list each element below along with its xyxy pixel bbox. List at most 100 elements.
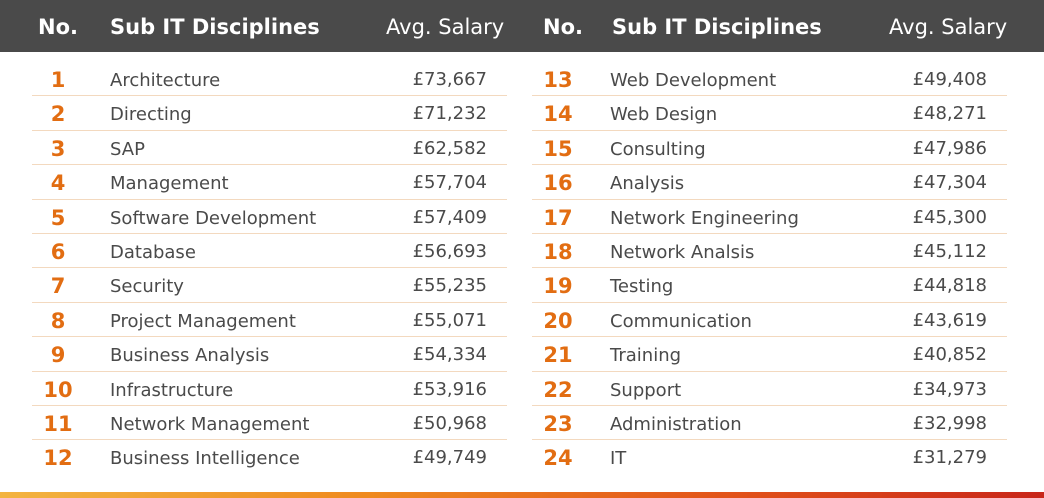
rank-number: 3 bbox=[50, 136, 66, 161]
discipline-name: Communication bbox=[610, 310, 752, 332]
discipline-name: Network Engineering bbox=[610, 207, 799, 229]
table-row: 1 Architecture £73,667 bbox=[32, 62, 507, 97]
average-salary: £73,667 bbox=[412, 69, 487, 90]
rank-number: 11 bbox=[43, 411, 73, 436]
rank-number: 18 bbox=[543, 239, 573, 264]
discipline-name: Security bbox=[110, 276, 184, 298]
discipline-name: Testing bbox=[610, 276, 674, 298]
bottom-accent-bar bbox=[0, 492, 1044, 498]
discipline-name: Software Development bbox=[110, 207, 317, 229]
table-row: 10 Infrastructure £53,916 bbox=[32, 372, 507, 406]
discipline-name: Network Analsis bbox=[610, 241, 755, 263]
table-row: 19 Testing £44,818 bbox=[532, 268, 1007, 303]
header-no-left: No. bbox=[38, 15, 78, 39]
average-salary: £49,749 bbox=[412, 447, 487, 469]
left-column: 1 Architecture £73,667 2 Directing £71,232 3 SA… bbox=[32, 62, 507, 475]
discipline-name: Infrastructure bbox=[110, 379, 234, 401]
rank-number: 19 bbox=[543, 274, 573, 299]
discipline-name: SAP bbox=[110, 138, 145, 160]
average-salary: £54,334 bbox=[412, 344, 487, 366]
average-salary: £53,916 bbox=[412, 378, 487, 400]
rank-number: 5 bbox=[50, 205, 66, 230]
discipline-name: Support bbox=[610, 379, 682, 401]
discipline-name: Network Management bbox=[110, 413, 310, 435]
discipline-name: Consulting bbox=[610, 138, 706, 160]
average-salary: £32,998 bbox=[912, 412, 987, 434]
table-row: 17 Network Engineering £45,300 bbox=[532, 200, 1007, 234]
right-column: 13 Web Development £49,408 14 Web Design £48,… bbox=[532, 62, 1007, 475]
rank-number: 10 bbox=[43, 377, 73, 402]
table-row: 4 Management £57,704 bbox=[32, 165, 507, 200]
average-salary: £49,408 bbox=[912, 69, 987, 90]
table-row: 13 Web Development £49,408 bbox=[532, 62, 1007, 97]
average-salary: £40,852 bbox=[912, 344, 987, 366]
discipline-name: Architecture bbox=[110, 70, 221, 91]
table-row: 9 Business Analysis £54,334 bbox=[32, 337, 507, 372]
average-salary: £47,304 bbox=[912, 172, 987, 194]
rank-number: 15 bbox=[543, 136, 573, 161]
average-salary: £44,818 bbox=[912, 275, 987, 297]
table-row: 14 Web Design £48,271 bbox=[532, 96, 1007, 131]
rank-number: 4 bbox=[50, 171, 66, 196]
discipline-name: Business Analysis bbox=[110, 345, 270, 367]
table-row: 12 Business Intelligence £49,749 bbox=[32, 440, 507, 474]
table-row: 23 Administration £32,998 bbox=[532, 406, 1007, 441]
rank-number: 14 bbox=[543, 102, 573, 127]
average-salary: £56,693 bbox=[412, 240, 487, 262]
rank-number: 1 bbox=[50, 68, 66, 92]
table-header: No. Sub IT Disciplines Avg. Salary No. S… bbox=[0, 0, 1044, 52]
discipline-name: Database bbox=[110, 241, 196, 263]
discipline-name: Training bbox=[610, 345, 682, 367]
header-salary-left: Avg. Salary bbox=[386, 15, 505, 39]
average-salary: £45,112 bbox=[912, 240, 987, 262]
average-salary: £34,973 bbox=[912, 378, 987, 400]
rank-number: 23 bbox=[543, 411, 573, 436]
average-salary: £47,986 bbox=[912, 137, 987, 159]
table-row: 11 Network Management £50,968 bbox=[32, 406, 507, 441]
discipline-name: Business Intelligence bbox=[110, 448, 300, 470]
discipline-name: Administration bbox=[610, 413, 742, 435]
rank-number: 13 bbox=[543, 68, 573, 92]
table-row: 18 Network Analsis £45,112 bbox=[532, 234, 1007, 269]
discipline-name: Web Development bbox=[610, 70, 777, 91]
table-row: 5 Software Development £57,409 bbox=[32, 200, 507, 234]
discipline-name: Analysis bbox=[610, 173, 685, 195]
average-salary: £43,619 bbox=[912, 309, 987, 331]
table-row: 15 Consulting £47,986 bbox=[532, 131, 1007, 166]
average-salary: £48,271 bbox=[912, 103, 987, 125]
discipline-name: Project Management bbox=[110, 310, 296, 332]
table-row: 20 Communication £43,619 bbox=[532, 303, 1007, 338]
rank-number: 2 bbox=[50, 102, 66, 127]
header-discipline-left: Sub IT Disciplines bbox=[110, 15, 320, 39]
table-row: 8 Project Management £55,071 bbox=[32, 303, 507, 338]
table-row: 6 Database £56,693 bbox=[32, 234, 507, 269]
table-row: 16 Analysis £47,304 bbox=[532, 165, 1007, 200]
rank-number: 8 bbox=[50, 308, 66, 333]
header-no-right: No. bbox=[543, 15, 583, 39]
table-row: 3 SAP £62,582 bbox=[32, 131, 507, 166]
table-row: 24 IT £31,279 bbox=[532, 440, 1007, 474]
average-salary: £50,968 bbox=[412, 412, 487, 434]
average-salary: £55,071 bbox=[412, 309, 487, 331]
rank-number: 17 bbox=[543, 205, 573, 230]
table-row: 21 Training £40,852 bbox=[532, 337, 1007, 372]
rank-number: 24 bbox=[543, 446, 573, 471]
rank-number: 9 bbox=[50, 343, 66, 368]
discipline-name: Management bbox=[110, 173, 229, 195]
average-salary: £57,409 bbox=[412, 206, 487, 228]
average-salary: £71,232 bbox=[412, 103, 487, 125]
average-salary: £45,300 bbox=[912, 206, 987, 228]
average-salary: £55,235 bbox=[412, 275, 487, 297]
rank-number: 16 bbox=[543, 171, 573, 196]
rank-number: 21 bbox=[543, 343, 573, 368]
average-salary: £57,704 bbox=[412, 172, 487, 194]
table-row: 2 Directing £71,232 bbox=[32, 96, 507, 131]
table-row: 22 Support £34,973 bbox=[532, 372, 1007, 406]
discipline-name: Directing bbox=[110, 104, 192, 126]
rank-number: 7 bbox=[50, 274, 66, 299]
header-discipline-right: Sub IT Disciplines bbox=[612, 15, 822, 39]
discipline-name: IT bbox=[610, 448, 627, 470]
rank-number: 20 bbox=[543, 308, 573, 333]
discipline-name: Web Design bbox=[610, 104, 718, 126]
rank-number: 22 bbox=[543, 377, 573, 402]
